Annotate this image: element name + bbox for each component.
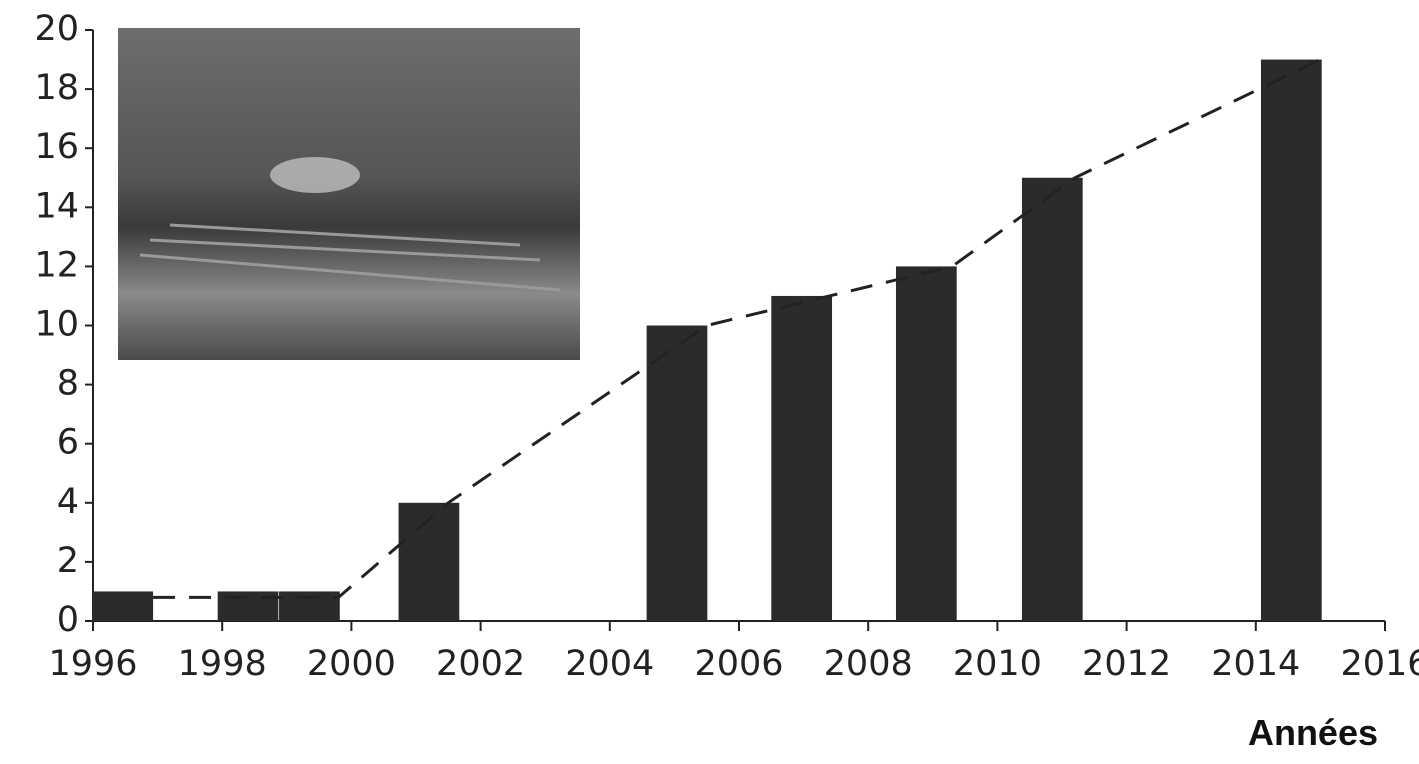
x-tick-label: 1996	[48, 644, 137, 684]
photo-highlight	[270, 157, 360, 193]
photo-background	[118, 28, 580, 360]
x-tick-label: 2000	[307, 644, 396, 684]
bar	[92, 591, 154, 621]
x-tick-label: 2014	[1211, 644, 1300, 684]
x-axis-label: Années	[1248, 712, 1378, 753]
x-tick-label: 2010	[953, 644, 1042, 684]
photo-branches	[139, 223, 561, 292]
bar	[398, 502, 460, 621]
plot-area: 0 2 4 6 8 10 12 14 16 18 20 1996 1998 2000 2002 2004 200…	[34, 9, 1419, 684]
y-tick-label: 6	[57, 423, 79, 463]
y-tick-label: 12	[34, 245, 79, 285]
bar	[771, 295, 833, 621]
y-tick-label: 20	[34, 9, 79, 49]
x-tick-label: 2006	[694, 644, 783, 684]
x-tick-label: 2002	[436, 644, 525, 684]
y-tick-label: 8	[57, 364, 79, 404]
y-tick-label: 0	[57, 600, 79, 640]
bar	[895, 266, 957, 621]
bar	[646, 325, 708, 621]
trend-line	[153, 58, 1322, 599]
x-tick-label: 2016	[1340, 644, 1419, 684]
y-tick-label: 4	[57, 482, 79, 522]
y-tick-label: 14	[34, 186, 79, 226]
y-tick-label: 18	[34, 68, 79, 108]
bar	[1021, 177, 1083, 621]
inset-photo	[118, 28, 580, 360]
y-tick-label: 10	[34, 305, 79, 345]
y-tick-label: 2	[57, 541, 79, 581]
x-tick-label: 2008	[824, 644, 913, 684]
x-tick-label: 2004	[565, 644, 654, 684]
bar	[1260, 59, 1322, 622]
x-tick-label: 2012	[1082, 644, 1171, 684]
x-tick-label: 1998	[178, 644, 267, 684]
y-tick-label: 16	[34, 127, 79, 167]
